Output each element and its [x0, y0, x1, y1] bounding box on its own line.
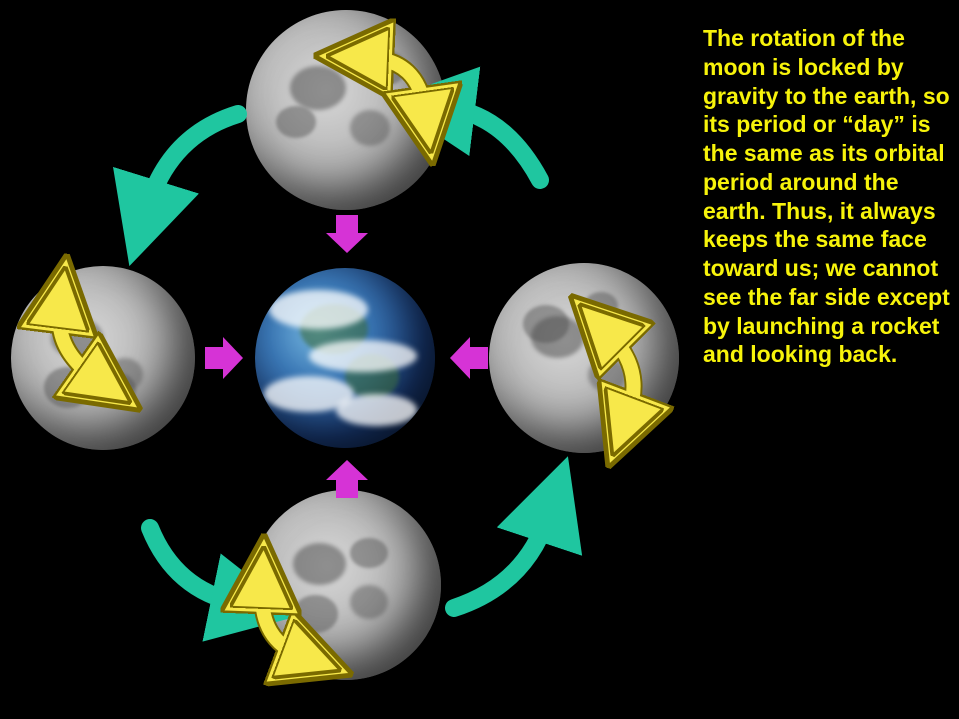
diagram-stage: The rotation of the moon is locked by gr…: [0, 0, 959, 719]
moon-bottom: [251, 490, 441, 680]
moon-top: [246, 10, 446, 210]
earth: [255, 268, 435, 448]
moon-left: [11, 266, 195, 450]
moon-right: [489, 263, 679, 453]
caption-text: The rotation of the moon is locked by gr…: [703, 24, 958, 369]
